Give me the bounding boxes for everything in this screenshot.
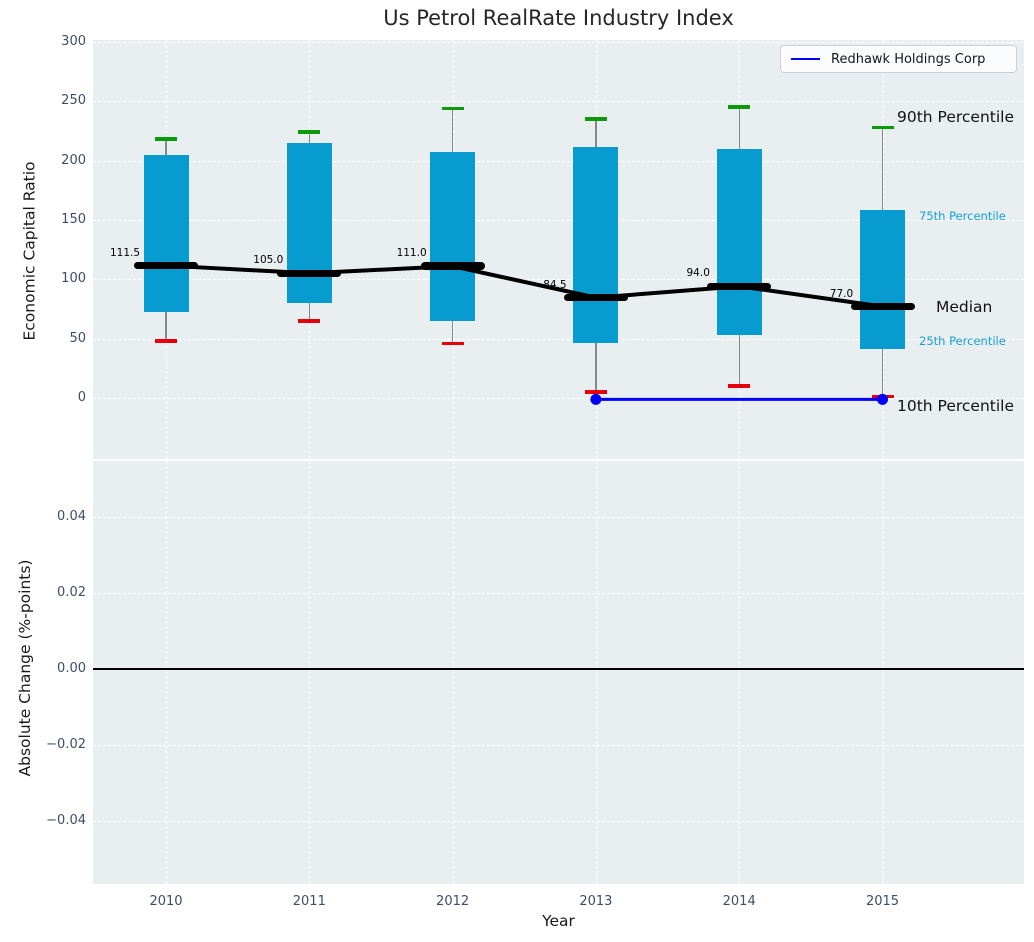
legend-label: Redhawk Holdings Corp [831,51,986,67]
y-tick-label-top: 100 [61,271,86,287]
label-median: Median [936,298,993,316]
median-segment-2012 [420,262,485,270]
p90-cap-2011 [298,130,321,134]
chart-title: Us Petrol RealRate Industry Index [383,6,734,30]
p10-cap-2015 [871,394,894,399]
median-value-label-2014: 94.0 [686,267,710,280]
box-2014 [716,148,762,335]
gridline-horizontal [93,160,1024,162]
gridline-vertical [309,461,311,884]
x-tick-label: 2010 [149,894,183,909]
gridline-horizontal [93,397,1024,399]
gridline-vertical [739,461,741,884]
gridline-vertical [452,461,454,884]
median-value-label-2013: 84.5 [543,278,567,291]
box-2010 [143,154,189,313]
label-90th-percentile: 90th Percentile [897,108,1015,126]
x-tick-label: 2012 [436,894,470,909]
gridline-vertical [595,461,597,884]
zero-reference-line [93,668,1024,670]
p10-cap-2011 [298,319,321,323]
p10-cap-2012 [441,341,464,346]
bottom-axes [93,461,1024,884]
median-segment-2014 [707,282,772,291]
gridline-horizontal [93,101,1024,103]
gridline-horizontal [93,517,1024,518]
y-tick-label-top: 0 [77,389,86,405]
median-value-label-2011: 105.0 [253,254,284,267]
p10-cap-2014 [728,384,751,388]
gridline-vertical [166,461,167,884]
median-segment-2010 [134,261,198,270]
x-tick-label: 2014 [722,894,756,909]
p90-cap-2015 [871,125,894,130]
median-trend-line [165,263,883,309]
p90-cap-2014 [728,105,751,109]
gridline-horizontal [93,593,1024,594]
box-2012 [430,152,476,321]
median-value-label-2015: 77.0 [829,287,854,300]
median-segment-2015 [850,302,915,311]
y-tick-label-bottom: −0.02 [46,737,86,752]
y-tick-label-top: 150 [61,211,86,227]
p10-cap-2013 [584,390,607,394]
label-25th-percentile: 25th Percentile [919,334,1006,348]
median-segment-2013 [563,293,628,302]
box-2011 [286,142,332,303]
p90-cap-2012 [441,106,464,111]
legend-line-icon [791,57,820,61]
box-2015 [860,210,905,350]
legend: Redhawk Holdings Corp [780,45,1017,73]
median-value-label-2012: 111.0 [396,247,427,260]
top-axes: 111.5 105.0 111.0 84.5 94.0 77.0 [93,40,1024,459]
y-tick-label-top: 300 [61,33,86,49]
y-tick-label-top: 250 [61,93,86,109]
y-tick-label-top: 50 [69,330,86,346]
y-tick-label-top: 200 [61,152,86,168]
x-axis-label: Year [542,912,575,930]
label-75th-percentile: 75th Percentile [919,209,1006,223]
y-tick-label-bottom: 0.00 [57,661,86,676]
median-value-label-2010: 111.5 [109,246,141,259]
p90-cap-2010 [155,137,177,141]
label-10th-percentile: 10th Percentile [897,397,1015,415]
x-tick-label: 2013 [579,894,613,909]
median-segment-2011 [277,269,342,278]
y-tick-label-bottom: −0.04 [46,813,86,828]
y-tick-label-bottom: 0.02 [57,585,86,600]
gridline-horizontal [93,821,1024,822]
gridline-horizontal [93,219,1024,221]
y-axis-label-top: Economic Capital Ratio [20,161,39,341]
p10-cap-2010 [155,339,177,343]
gridline-vertical [882,461,884,884]
x-tick-label: 2015 [865,894,900,909]
y-tick-label-bottom: 0.04 [57,509,86,524]
gridline-horizontal [93,41,1024,43]
p90-cap-2013 [584,117,607,121]
gridline-horizontal [93,338,1024,340]
box-2013 [573,147,619,344]
gridline-horizontal [93,745,1024,746]
x-tick-label: 2011 [292,894,326,909]
